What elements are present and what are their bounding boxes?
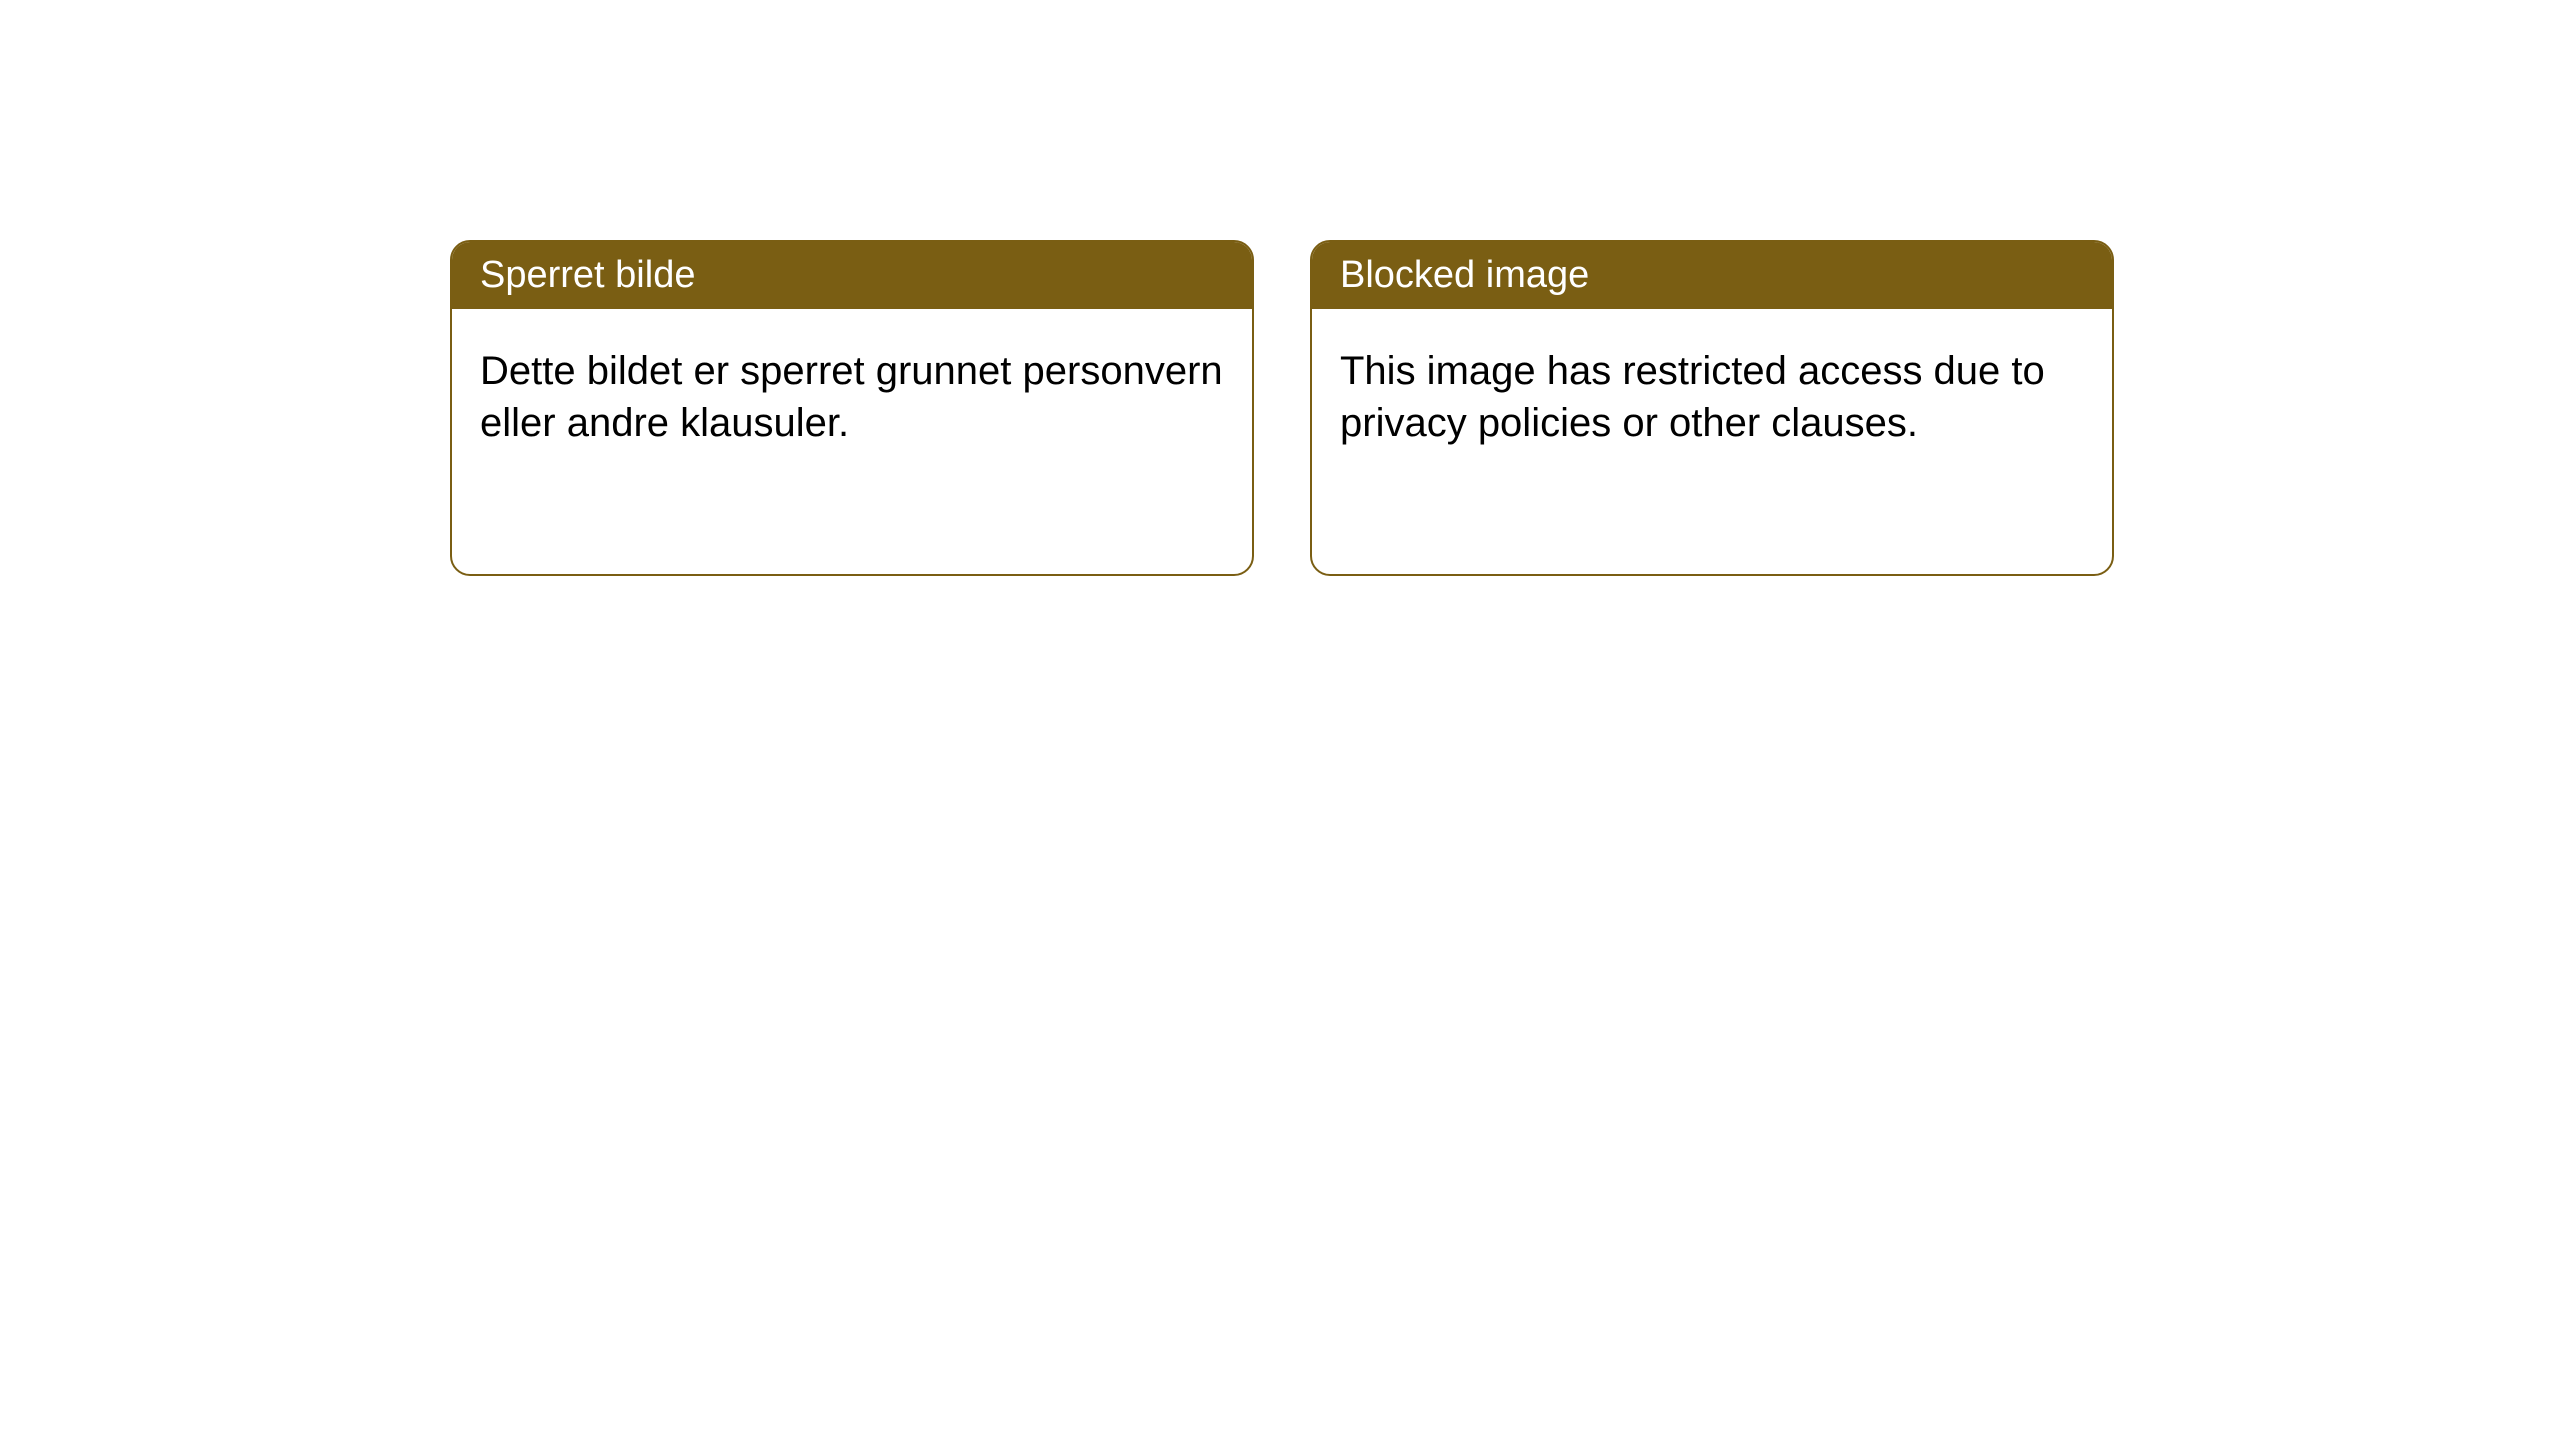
cards-container: Sperret bilde Dette bildet er sperret gr… — [0, 0, 2560, 576]
card-title: Sperret bilde — [480, 254, 695, 296]
card-header: Sperret bilde — [452, 242, 1252, 309]
blocked-image-card-norwegian: Sperret bilde Dette bildet er sperret gr… — [450, 240, 1254, 576]
card-body: Dette bildet er sperret grunnet personve… — [452, 309, 1252, 485]
card-body: This image has restricted access due to … — [1312, 309, 2112, 485]
blocked-image-card-english: Blocked image This image has restricted … — [1310, 240, 2114, 576]
card-body-text: This image has restricted access due to … — [1340, 349, 2045, 445]
card-body-text: Dette bildet er sperret grunnet personve… — [480, 349, 1223, 445]
card-header: Blocked image — [1312, 242, 2112, 309]
card-title: Blocked image — [1340, 254, 1589, 296]
